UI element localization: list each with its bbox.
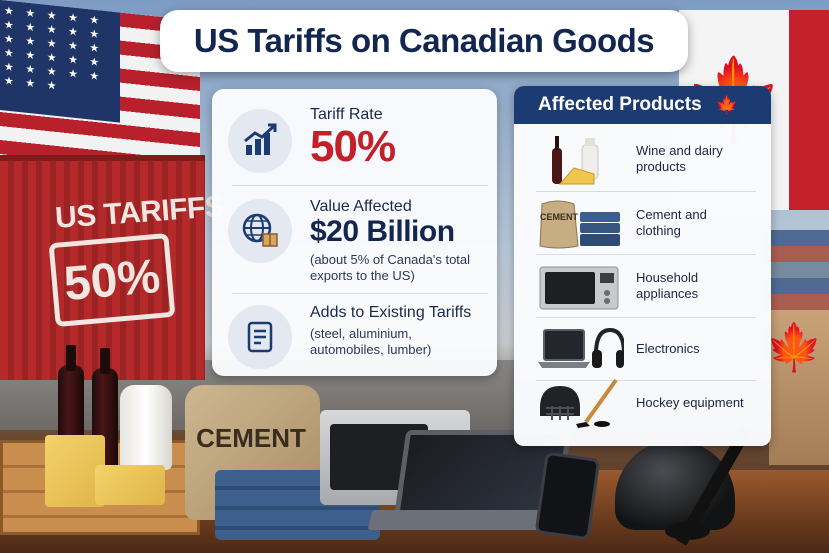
product-label: Wine and dairy products bbox=[636, 128, 761, 190]
wine-cheese-milk-icon bbox=[536, 134, 624, 186]
globe-box-icon bbox=[228, 199, 292, 263]
box-maple-leaf-icon: 🍁 bbox=[765, 320, 823, 374]
value-affected-note-1: (about 5% of Canada's total bbox=[310, 252, 471, 267]
product-item-electronics: Electronics bbox=[514, 318, 771, 380]
existing-tariffs-note-1: (steel, aluminium, bbox=[310, 326, 412, 341]
tariff-rate-row: Tariff Rate 50% bbox=[228, 105, 490, 175]
shipping-container bbox=[0, 155, 205, 380]
product-label-line1: Cement and bbox=[636, 207, 707, 222]
microwave-icon bbox=[536, 261, 624, 313]
hockey-helmet-stick-icon bbox=[536, 378, 624, 430]
tariff-rate-text: Tariff Rate 50% bbox=[310, 105, 396, 171]
divider bbox=[232, 185, 488, 186]
divider bbox=[536, 191, 756, 192]
tariff-rate-value: 50% bbox=[310, 122, 396, 171]
product-label-line1: Electronics bbox=[636, 341, 700, 356]
divider bbox=[232, 293, 488, 294]
product-label: Hockey equipment bbox=[636, 372, 761, 434]
divider bbox=[536, 380, 756, 381]
value-affected-amount: $20 Billion bbox=[310, 215, 455, 248]
affected-products-card: Affected Products 🍁 Wine and dairy produ… bbox=[514, 86, 771, 446]
product-label: Cement and clothing bbox=[636, 192, 761, 254]
bar-chart-icon bbox=[228, 109, 292, 173]
value-affected-note-2: exports to the US) bbox=[310, 268, 415, 283]
existing-tariffs-note-2: automobiles, lumber) bbox=[310, 342, 432, 357]
tariff-rate-label: Tariff Rate bbox=[310, 106, 383, 123]
svg-text:CEMENT: CEMENT bbox=[540, 212, 579, 222]
tariff-info-card: Tariff Rate 50% Value Affected $20 Billi… bbox=[212, 89, 497, 376]
product-label-line1: Hockey equipment bbox=[636, 395, 744, 410]
product-label-line2: appliances bbox=[636, 286, 699, 301]
us-flag-stars: ★ ★ ★ ★ ★ ★ ★ ★ ★ ★ ★ ★ ★ ★ ★ ★ ★ ★ ★ ★ … bbox=[4, 4, 104, 93]
smartphone bbox=[534, 451, 601, 541]
product-item-cement-clothing: CEMENT Cement and clothing bbox=[514, 192, 771, 254]
product-item-wine-dairy: Wine and dairy products bbox=[514, 128, 771, 190]
product-item-hockey: Hockey equipment bbox=[514, 372, 771, 434]
divider bbox=[536, 254, 756, 255]
product-label: Household appliances bbox=[636, 255, 761, 317]
divider bbox=[536, 317, 756, 318]
cement-bag-jeans-icon: CEMENT bbox=[536, 198, 624, 250]
products-header: Affected Products 🍁 bbox=[514, 86, 771, 124]
product-label-line1: Wine and dairy bbox=[636, 143, 723, 158]
value-affected-row: Value Affected $20 Billion (about 5% of … bbox=[228, 195, 490, 283]
product-label-line2: clothing bbox=[636, 223, 681, 238]
existing-tariffs-row: Adds to Existing Tariffs (steel, alumini… bbox=[228, 301, 490, 371]
product-label: Electronics bbox=[636, 318, 761, 380]
document-list-icon bbox=[228, 305, 292, 369]
title-banner: US Tariffs on Canadian Goods bbox=[160, 10, 688, 72]
product-label-line2: products bbox=[636, 159, 686, 174]
value-affected-label: Value Affected bbox=[310, 198, 412, 215]
product-label-line1: Household bbox=[636, 270, 699, 285]
existing-tariffs-text: Adds to Existing Tariffs (steel, alumini… bbox=[310, 303, 471, 358]
existing-tariffs-label: Adds to Existing Tariffs bbox=[310, 304, 472, 321]
maple-leaf-icon: 🍁 bbox=[715, 94, 739, 116]
cardboard-box bbox=[769, 310, 829, 465]
product-item-appliances: Household appliances bbox=[514, 255, 771, 317]
page-title: US Tariffs on Canadian Goods bbox=[193, 22, 655, 59]
cement-bag-label: CEMENT bbox=[196, 423, 306, 453]
container-stamp: 50% bbox=[48, 232, 176, 328]
products-header-title: Affected Products bbox=[538, 94, 702, 115]
cheese-block bbox=[95, 465, 165, 505]
value-affected-text: Value Affected $20 Billion (about 5% of … bbox=[310, 197, 470, 284]
milk-bottle bbox=[120, 385, 172, 470]
laptop-headphones-icon bbox=[536, 324, 626, 376]
